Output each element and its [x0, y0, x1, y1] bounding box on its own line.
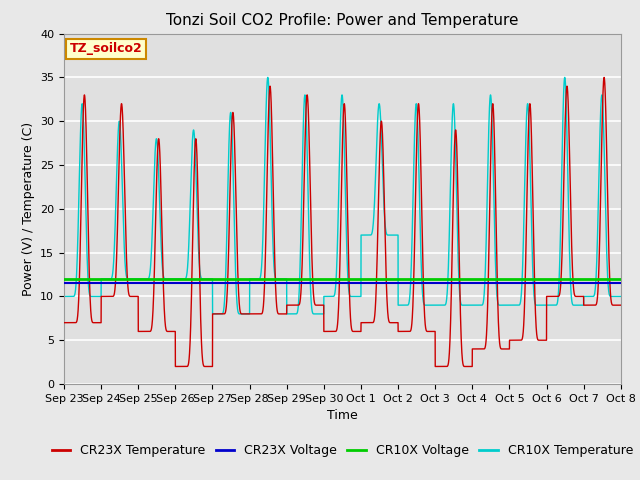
Legend: CR23X Temperature, CR23X Voltage, CR10X Voltage, CR10X Temperature: CR23X Temperature, CR23X Voltage, CR10X … [47, 439, 638, 462]
Y-axis label: Power (V) / Temperature (C): Power (V) / Temperature (C) [22, 122, 35, 296]
Text: TZ_soilco2: TZ_soilco2 [70, 42, 142, 55]
Title: Tonzi Soil CO2 Profile: Power and Temperature: Tonzi Soil CO2 Profile: Power and Temper… [166, 13, 518, 28]
X-axis label: Time: Time [327, 409, 358, 422]
